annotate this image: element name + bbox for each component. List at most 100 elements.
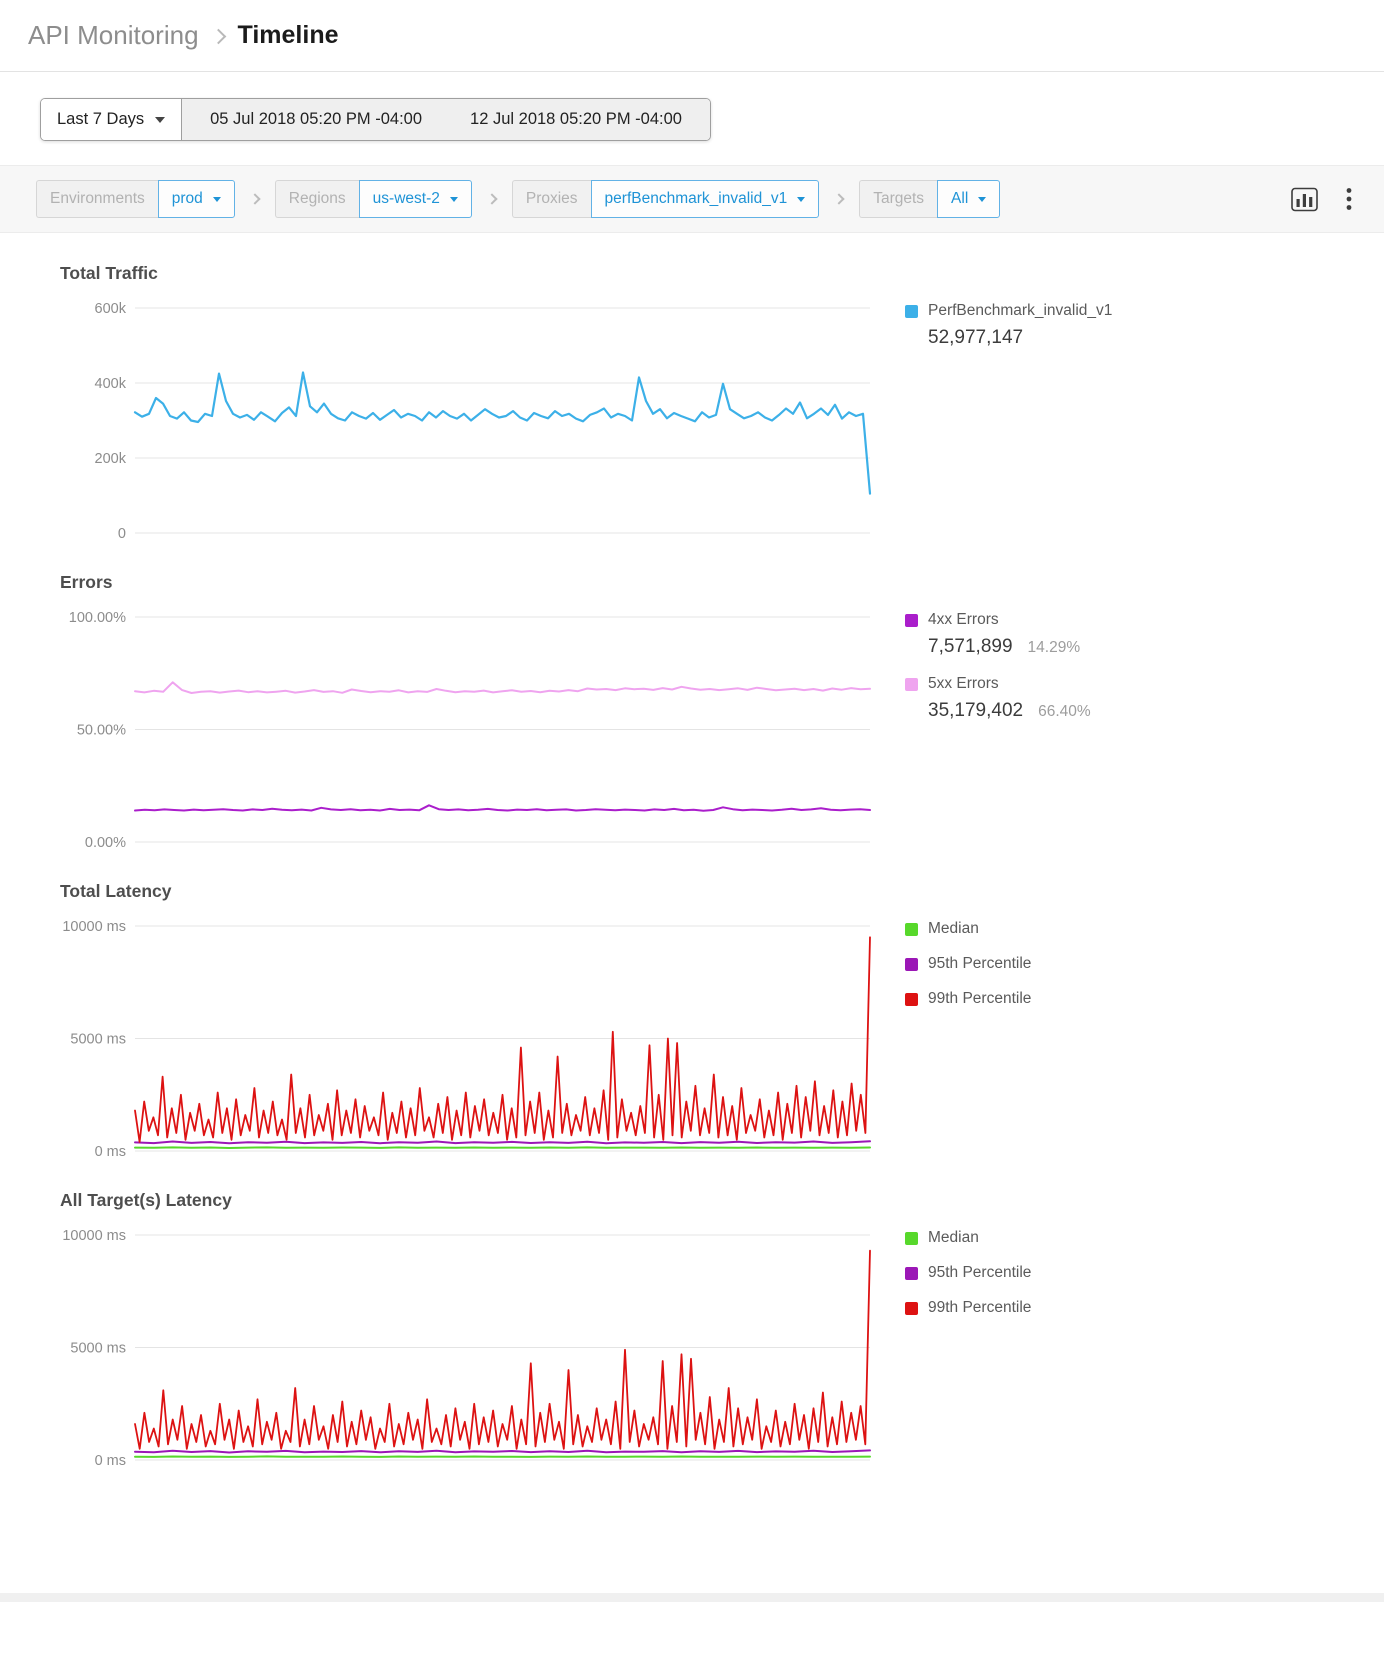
range-preset-label: Last 7 Days [57, 110, 145, 128]
y-tick-label: 10000 ms [62, 1228, 126, 1244]
filter-targets-select[interactable]: All [937, 180, 1001, 218]
page-title: Timeline [237, 21, 339, 49]
errors-legend: 4xx Errors 7,571,899 14.29% 5xx Errors 3… [905, 605, 1285, 722]
chevron-down-icon [797, 196, 806, 202]
filter-regions: Regions us-west-2 [274, 180, 472, 218]
all-targets-latency-section: All Target(s) Latency 10000 ms 5000 ms 0 m… [60, 1190, 1384, 1473]
filter-environments-value: prod [171, 190, 203, 207]
range-dates[interactable]: 05 Jul 2018 05:20 PM -04:00 12 Jul 2018 … [182, 99, 710, 140]
legend-item: PerfBenchmark_invalid_v1 [905, 302, 1285, 320]
p95-series-line [134, 1140, 871, 1145]
bar-chart-icon [1291, 187, 1318, 211]
legend-swatch [905, 992, 918, 1006]
legend-item: 5xx Errors [905, 675, 1285, 693]
y-tick-label: 0.00% [85, 835, 126, 851]
kebab-menu-icon [1346, 188, 1352, 210]
legend-swatch [905, 613, 918, 627]
filter-targets: Targets All [859, 180, 1001, 218]
legend-label: PerfBenchmark_invalid_v1 [928, 302, 1113, 319]
legend-swatch [905, 957, 918, 971]
legend-swatch [905, 304, 918, 318]
legend-label: 99th Percentile [928, 1299, 1032, 1316]
legend-swatch [905, 1301, 918, 1315]
filter-environments: Environments prod [36, 180, 235, 218]
range-end-date: 12 Jul 2018 05:20 PM -04:00 [470, 110, 682, 128]
filter-regions-value: us-west-2 [372, 190, 440, 207]
chevron-right-icon [249, 193, 261, 205]
total-latency-section: Total Latency 10000 ms 5000 ms 0 ms Median… [60, 881, 1384, 1164]
legend-label: Median [928, 920, 979, 937]
chevron-down-icon [155, 116, 166, 123]
date-range-row: Last 7 Days 05 Jul 2018 05:20 PM -04:00 … [0, 72, 1384, 165]
y-tick-label: 50.00% [77, 723, 126, 739]
chevron-down-icon [212, 196, 221, 202]
legend-swatch [905, 1266, 918, 1280]
filter-proxies-value: perfBenchmark_invalid_v1 [604, 190, 788, 207]
p99-series-line [134, 1249, 871, 1450]
legend-label: 95th Percentile [928, 955, 1032, 972]
chevron-right-icon [210, 28, 226, 45]
breadcrumb: API Monitoring Timeline [28, 20, 339, 51]
y-tick-label: 600k [95, 301, 127, 317]
errors-chart[interactable]: 100.00% 50.00% 0.00% [60, 605, 880, 855]
legend-label: 95th Percentile [928, 1264, 1032, 1281]
legend-label: 99th Percentile [928, 990, 1032, 1007]
filter-proxies: Proxies perfBenchmark_invalid_v1 [511, 180, 820, 218]
legend-swatch [905, 922, 918, 936]
chart-view-button[interactable] [1287, 183, 1322, 216]
legend-label: 4xx Errors [928, 611, 999, 628]
total-latency-legend: Median 95th Percentile 99th Percentile [905, 914, 1285, 1008]
legend-label: 5xx Errors [928, 675, 999, 692]
filter-targets-value: All [951, 190, 969, 207]
errors-5xx-series-line [134, 681, 871, 694]
top-bar: API Monitoring Timeline [0, 0, 1384, 72]
chevron-right-icon [486, 193, 498, 205]
y-tick-label: 400k [95, 376, 127, 392]
filter-environments-select[interactable]: prod [157, 180, 235, 218]
filter-environments-label: Environments [36, 180, 158, 218]
legend-label: Median [928, 1229, 979, 1246]
y-tick-label: 100.00% [69, 610, 126, 626]
bottom-divider [0, 1593, 1384, 1602]
total-traffic-chart[interactable]: 600k 400k 200k 0 [60, 296, 880, 546]
legend-percentage: 66.40% [1038, 703, 1091, 720]
filter-regions-select[interactable]: us-west-2 [358, 180, 472, 218]
range-start-date: 05 Jul 2018 05:20 PM -04:00 [210, 110, 423, 128]
errors-title: Errors [60, 572, 113, 592]
filter-targets-label: Targets [859, 180, 938, 218]
breadcrumb-root-link[interactable]: API Monitoring [28, 20, 199, 50]
all-targets-latency-chart[interactable]: 10000 ms 5000 ms 0 ms [60, 1223, 880, 1473]
errors-section: Errors 100.00% 50.00% 0.00% 4xx Errors 7,5… [60, 572, 1384, 855]
all-targets-latency-legend: Median 95th Percentile 99th Percentile [905, 1223, 1285, 1317]
filter-proxies-select[interactable]: perfBenchmark_invalid_v1 [590, 180, 820, 218]
traffic-series-line [133, 371, 872, 495]
range-preset-button[interactable]: Last 7 Days [41, 99, 183, 140]
legend-swatch [905, 1231, 918, 1245]
legend-item: Median [905, 920, 1285, 938]
total-traffic-section: Total Traffic 600k 400k 200k 0 PerfBenchmar… [60, 263, 1384, 546]
chevron-down-icon [978, 196, 987, 202]
y-tick-label: 200k [95, 451, 127, 467]
y-tick-label: 0 ms [95, 1144, 126, 1160]
legend-item: 99th Percentile [905, 990, 1285, 1008]
median-series-line [134, 1455, 871, 1458]
legend-item: 95th Percentile [905, 955, 1285, 973]
legend-item: Median [905, 1229, 1285, 1247]
more-options-button[interactable] [1342, 183, 1356, 215]
legend-item: 95th Percentile [905, 1264, 1285, 1282]
filter-proxies-label: Proxies [511, 180, 591, 218]
legend-value: 52,977,147 [928, 327, 1024, 348]
y-tick-label: 0 [118, 526, 126, 542]
legend-item: 4xx Errors [905, 611, 1285, 629]
date-range-picker: Last 7 Days 05 Jul 2018 05:20 PM -04:00 … [40, 98, 711, 141]
y-tick-label: 0 ms [95, 1453, 126, 1469]
chevron-right-icon [833, 193, 845, 205]
median-series-line [134, 1146, 871, 1149]
total-latency-chart[interactable]: 10000 ms 5000 ms 0 ms [60, 914, 880, 1164]
chevron-down-icon [449, 196, 458, 202]
y-tick-label: 5000 ms [70, 1341, 126, 1357]
filter-regions-label: Regions [274, 180, 359, 218]
total-traffic-title: Total Traffic [60, 263, 158, 283]
legend-value: 35,179,402 [928, 700, 1024, 721]
p95-series-line [134, 1449, 871, 1454]
